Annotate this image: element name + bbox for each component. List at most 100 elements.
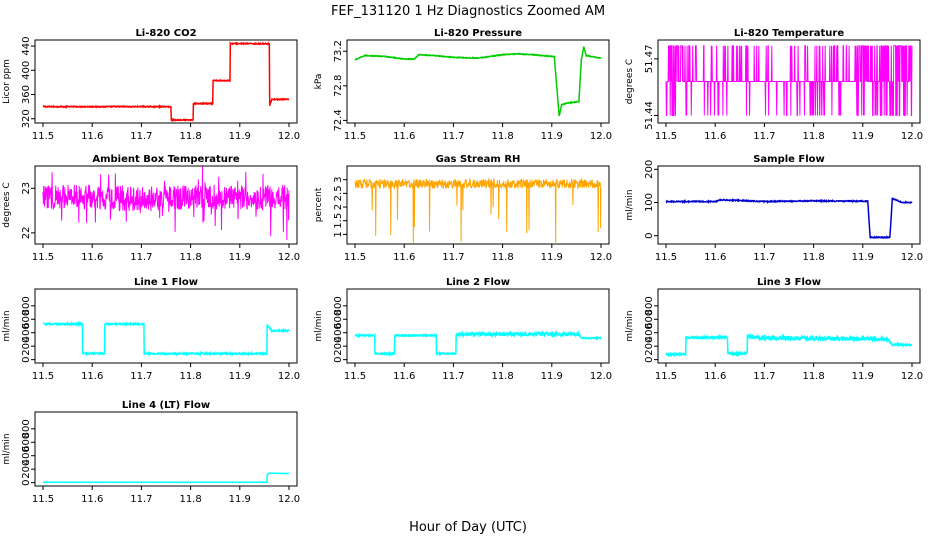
series-line (665, 45, 913, 116)
x-tick-label: 11.8 (491, 131, 513, 142)
y-tick-label: 800 (644, 296, 655, 315)
y-tick-label: 600 (21, 433, 32, 452)
y-tick-label: 72.8 (333, 75, 344, 97)
x-tick-label: 11.7 (753, 371, 775, 382)
y-axis-label: ml/min (625, 310, 635, 341)
y-tick-group: 1 1.5 2 2.5 3 (333, 176, 347, 238)
y-tick-label: 73.2 (333, 40, 344, 62)
x-tick-group: 11.5 11.6 11.7 11.8 11.9 12.0 (32, 123, 300, 142)
y-axis-label: ml/min (625, 189, 635, 220)
panel-title: Sample Flow (753, 154, 825, 165)
y-axis-label: degrees C (625, 59, 635, 104)
x-tick-group: 11.5 11.6 11.7 11.8 11.9 12.0 (32, 244, 300, 263)
y-tick-label: 72.4 (333, 109, 344, 131)
x-tick-label: 11.5 (655, 131, 677, 142)
x-tick-label: 11.5 (32, 371, 54, 382)
x-tick-label: 11.5 (344, 252, 366, 263)
panel: Line 3 Flow 11.5 11.6 11.7 11.8 11.9 12.0 02004… (625, 277, 923, 382)
x-tick-label: 12.0 (901, 371, 923, 382)
x-tick-label: 11.9 (229, 131, 251, 142)
x-tick-label: 11.7 (442, 131, 464, 142)
x-tick-label: 11.6 (393, 371, 415, 382)
y-tick-label: 22 (21, 226, 32, 239)
y-axis-label: ml/min (2, 433, 12, 464)
x-tick-group: 11.5 11.6 11.7 11.8 11.9 12.0 (344, 363, 612, 382)
x-tick-label: 11.5 (344, 371, 366, 382)
panel: Line 2 Flow 11.5 11.6 11.7 11.8 11.9 12.0 02004… (314, 277, 612, 382)
x-tick-label: 11.6 (81, 252, 103, 263)
x-tick-label: 11.9 (229, 494, 251, 505)
y-tick-group: 72.4 72.8 73.2 (333, 40, 347, 132)
y-tick-label: 1 (333, 231, 344, 237)
series-line (354, 177, 602, 245)
series-line (354, 46, 602, 117)
panel-title: Li-820 CO2 (135, 28, 196, 39)
x-tick-label: 11.8 (802, 131, 824, 142)
y-tick-label: 360 (21, 85, 32, 104)
panel-frame (34, 411, 298, 487)
y-tick-label: 600 (21, 310, 32, 329)
y-tick-group: 22 23 (21, 182, 35, 239)
panel-frame (657, 39, 921, 124)
x-tick-label: 11.8 (802, 252, 824, 263)
x-tick-label: 11.9 (229, 371, 251, 382)
x-tick-label: 11.7 (130, 252, 152, 263)
x-tick-label: 12.0 (278, 371, 300, 382)
x-tick-label: 11.5 (32, 494, 54, 505)
x-tick-label: 11.6 (81, 494, 103, 505)
x-tick-label: 11.8 (179, 371, 201, 382)
x-tick-label: 11.7 (442, 252, 464, 263)
y-tick-label: 51.44 (644, 101, 655, 130)
y-tick-label: 400 (333, 323, 344, 342)
y-tick-group: 320 360 400 440 (21, 37, 35, 128)
y-axis-label: percent (314, 187, 324, 222)
x-tick-label: 11.5 (32, 252, 54, 263)
x-tick-label: 11.8 (802, 371, 824, 382)
x-tick-group: 11.5 11.6 11.7 11.8 11.9 12.0 (344, 123, 612, 142)
y-tick-label: 200 (644, 337, 655, 356)
series-line (42, 40, 290, 123)
panel-frame (34, 288, 298, 364)
y-tick-label: 1.5 (333, 213, 344, 229)
y-tick-label: 400 (21, 61, 32, 80)
x-tick-label: 11.6 (393, 131, 415, 142)
panel: Li-820 Temperature 11.5 11.6 11.7 11.8 11.9 12… (625, 28, 923, 142)
y-tick-label: 2.5 (333, 185, 344, 201)
y-tick-label: 600 (644, 310, 655, 329)
x-tick-label: 11.8 (179, 252, 201, 263)
panel-title: Li-820 Pressure (434, 28, 522, 39)
x-tick-label: 11.7 (130, 494, 152, 505)
x-tick-label: 11.6 (704, 371, 726, 382)
x-tick-label: 11.6 (81, 371, 103, 382)
series-line (665, 332, 913, 358)
y-tick-label: 0 (644, 233, 655, 239)
x-tick-label: 12.0 (278, 131, 300, 142)
y-tick-label: 2 (333, 204, 344, 210)
y-tick-label: 0 (333, 356, 344, 362)
panel-frame (657, 165, 921, 245)
x-tick-label: 11.7 (753, 131, 775, 142)
y-tick-group: 51.44 51.47 (644, 45, 658, 130)
panel-frame (346, 39, 610, 124)
x-tick-label: 11.6 (393, 252, 415, 263)
y-tick-label: 0 (644, 356, 655, 362)
y-tick-label: 400 (644, 323, 655, 342)
y-tick-label: 200 (333, 337, 344, 356)
x-tick-group: 11.5 11.6 11.7 11.8 11.9 12.0 (655, 244, 923, 263)
y-tick-label: 800 (21, 296, 32, 315)
x-tick-label: 11.7 (753, 252, 775, 263)
x-tick-group: 11.5 11.6 11.7 11.8 11.9 12.0 (32, 486, 300, 505)
x-tick-label: 11.5 (655, 371, 677, 382)
x-tick-label: 11.7 (130, 131, 152, 142)
panel-frame (657, 288, 921, 364)
y-tick-label: 0 (21, 479, 32, 485)
panel: Li-820 CO2 11.5 11.6 11.7 11.8 11.9 12.0 320 360… (2, 28, 300, 142)
x-tick-label: 11.8 (491, 371, 513, 382)
figure-x-axis-label: Hour of Day (UTC) (409, 520, 527, 535)
panel: Line 4 (LT) Flow 11.5 11.6 11.7 11.8 11.9 12.0… (2, 400, 300, 505)
y-tick-label: 200 (21, 460, 32, 479)
